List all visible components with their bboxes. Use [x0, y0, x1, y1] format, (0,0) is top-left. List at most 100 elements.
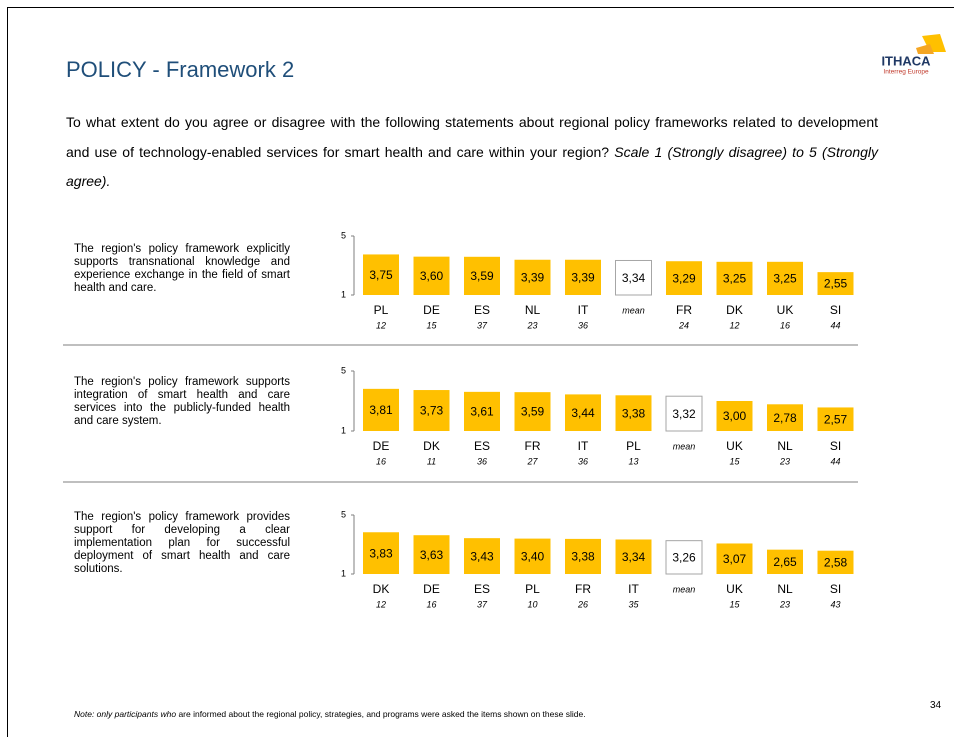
value-label: 2,57 — [824, 412, 848, 426]
value-label: 3,40 — [521, 549, 545, 563]
value-label: 3,07 — [723, 552, 747, 566]
sample-size: 23 — [779, 599, 790, 609]
sample-size: 16 — [426, 599, 436, 609]
x-tick-label: SI — [830, 303, 841, 317]
sample-size: 43 — [830, 599, 840, 609]
bar — [565, 259, 601, 295]
x-tick-label: UK — [726, 582, 743, 596]
value-label: 2,55 — [824, 277, 848, 291]
note-text: are informed about the regional policy, … — [178, 709, 586, 719]
value-label: 3,00 — [723, 409, 747, 423]
sample-size: 12 — [376, 320, 386, 330]
bar — [767, 404, 803, 431]
question-text: To what extent do you agree or disagree … — [66, 114, 878, 160]
slide: POLICY - Framework 2 ITHACA Interreg Eur… — [7, 7, 954, 737]
value-label: 3,61 — [470, 405, 494, 419]
value-label: 3,44 — [571, 406, 595, 420]
slide-title: POLICY - Framework 2 — [66, 57, 295, 82]
y-tick-label: 1 — [341, 568, 346, 578]
bar — [665, 540, 703, 575]
sample-size: 35 — [628, 599, 639, 609]
value-label: 3,34 — [622, 271, 646, 285]
bar — [514, 259, 551, 295]
sample-size: 15 — [729, 599, 740, 609]
x-tick-label: IT — [578, 439, 589, 453]
x-tick-label: mean — [673, 441, 696, 451]
note: Note: only participants who are informed… — [74, 709, 586, 719]
value-label: 3,38 — [622, 406, 646, 420]
value-label: 3,34 — [622, 550, 646, 564]
y-tick-label: 5 — [341, 365, 346, 375]
x-tick-label: DK — [373, 582, 390, 596]
sample-size: 16 — [780, 320, 790, 330]
bar — [817, 407, 854, 431]
bar — [464, 538, 500, 574]
bar — [363, 388, 399, 431]
sample-size: 10 — [527, 599, 537, 609]
x-tick-label: NL — [777, 582, 793, 596]
x-tick-label: FR — [575, 582, 591, 596]
value-label: 3,25 — [773, 272, 797, 286]
x-tick-label: FR — [525, 439, 541, 453]
logo-shape — [916, 44, 934, 54]
bar — [615, 259, 652, 296]
value-label: 3,25 — [723, 272, 747, 286]
question: To what extent do you agree or disagree … — [66, 108, 878, 197]
value-label: 3,63 — [420, 548, 444, 562]
bar — [363, 254, 399, 295]
y-tick-label: 1 — [341, 289, 346, 299]
bar — [716, 401, 753, 431]
logo-sub: Interreg Europe — [883, 69, 929, 76]
bar — [767, 261, 803, 295]
value-label: 3,81 — [369, 403, 393, 417]
x-tick-label: PL — [374, 303, 389, 317]
sample-size: 13 — [628, 456, 638, 466]
x-tick-label: IT — [628, 582, 639, 596]
value-label: 3,60 — [420, 269, 444, 283]
x-tick-label: PL — [626, 439, 641, 453]
value-label: 3,83 — [369, 546, 393, 560]
sample-size: 16 — [376, 456, 386, 466]
sample-size: 15 — [426, 320, 437, 330]
bar — [514, 392, 551, 431]
scale-text: Scale 1 (Strongly disagree) to 5 (Strong… — [66, 143, 879, 190]
bar — [413, 535, 450, 574]
bar — [464, 256, 500, 295]
sample-size: 36 — [477, 456, 487, 466]
x-tick-label: DK — [726, 303, 743, 317]
sample-size: 44 — [830, 320, 840, 330]
sample-size: 37 — [477, 599, 488, 609]
y-tick-label: 1 — [341, 425, 346, 435]
x-tick-label: UK — [726, 439, 743, 453]
bar — [514, 538, 551, 574]
logo-name: ITHACA — [881, 53, 931, 68]
value-label: 3,39 — [521, 271, 545, 285]
sample-size: 23 — [779, 456, 790, 466]
value-label: 3,39 — [571, 271, 595, 285]
bar — [666, 261, 702, 295]
x-tick-label: FR — [676, 303, 692, 317]
value-label: 3,59 — [470, 269, 494, 283]
x-tick-label: DE — [373, 439, 390, 453]
bar — [413, 256, 450, 295]
x-tick-label: ES — [474, 303, 490, 317]
sample-size: 12 — [376, 599, 386, 609]
sample-size: 12 — [729, 320, 739, 330]
y-tick-label: 5 — [341, 509, 346, 519]
x-tick-label: DE — [423, 582, 440, 596]
sample-size: 37 — [477, 320, 488, 330]
bar — [363, 532, 399, 574]
value-label: 2,58 — [824, 556, 848, 570]
x-tick-label: NL — [777, 439, 793, 453]
x-tick-label: UK — [777, 303, 794, 317]
value-label: 3,43 — [470, 549, 494, 563]
sample-size: 36 — [578, 456, 588, 466]
value-label: 3,29 — [672, 271, 696, 285]
sample-size: 24 — [678, 320, 689, 330]
slide-frame — [7, 7, 954, 737]
bar — [615, 539, 652, 574]
x-tick-label: DK — [423, 439, 440, 453]
statement: The region's policy framework explicitly… — [74, 243, 290, 294]
charts: 153,75PL123,60DE153,59ES373,39NL233,39IT… — [63, 230, 858, 609]
bar — [817, 272, 854, 295]
